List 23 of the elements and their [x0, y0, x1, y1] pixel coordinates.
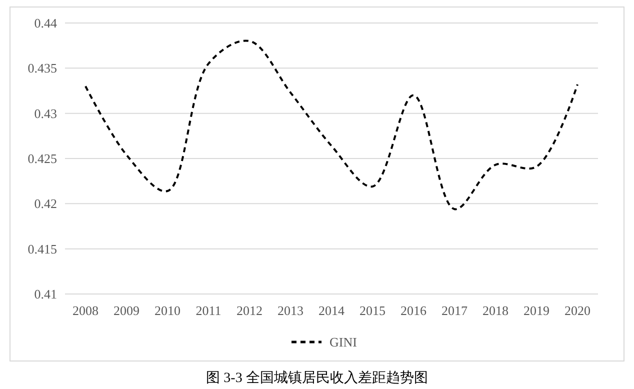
x-tick-label: 2013 [278, 303, 304, 318]
x-tick-label: 2008 [72, 303, 98, 318]
x-tick-label: 2018 [482, 303, 508, 318]
text: 图 3-3 全国城镇居民收入差距趋势图 [206, 370, 428, 386]
x-tick-label: 2012 [236, 303, 262, 318]
y-tick-label: 0.435 [28, 60, 57, 76]
y-tick-label: 0.43 [34, 106, 57, 121]
x-tick-label: 2016 [400, 303, 427, 318]
y-tick-label: 0.42 [34, 196, 57, 212]
line-series [84, 40, 578, 210]
y-tick-label: 0.425 [28, 151, 57, 166]
x-tick-label: 2014 [318, 303, 345, 318]
x-tick-label: 2009 [114, 303, 140, 318]
y-tick-label: 0.415 [28, 241, 57, 256]
x-tick-label: 2017 [442, 303, 468, 318]
x-tick-label: 2019 [524, 303, 550, 318]
y-tick-label: 0.41 [34, 286, 57, 302]
x-tick-label: 2011 [196, 303, 222, 318]
y-tick-label: 0.44 [34, 16, 58, 31]
x-tick-label: 2020 [564, 303, 590, 318]
x-tick-label: 2010 [154, 303, 180, 318]
x-tick-label: 2015 [360, 303, 386, 318]
legend-label: GINI [330, 334, 357, 350]
